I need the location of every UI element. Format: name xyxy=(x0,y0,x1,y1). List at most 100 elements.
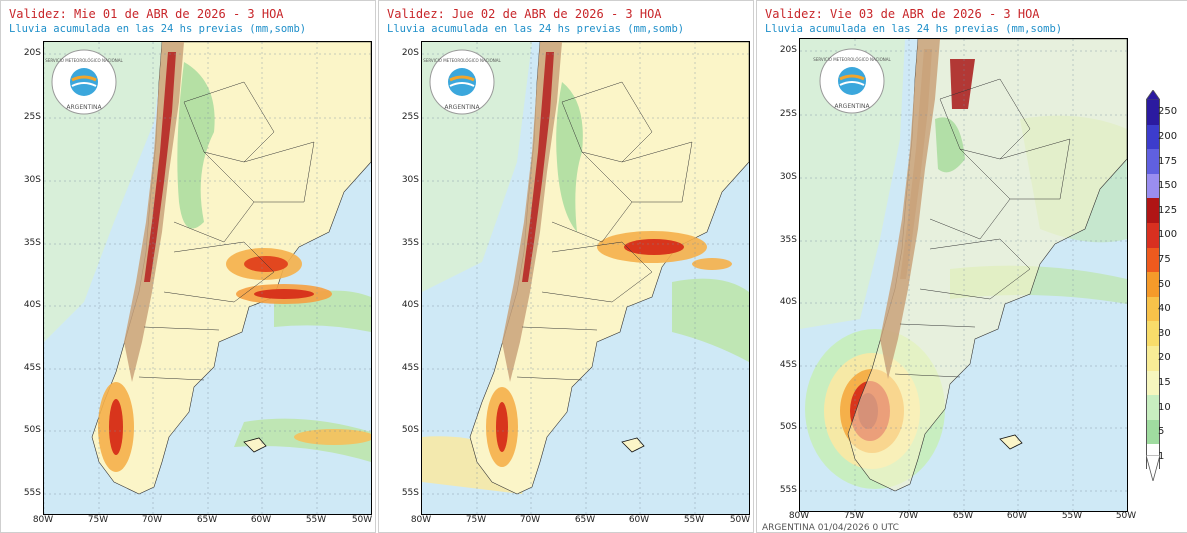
footer-text: ARGENTINA 01/04/2026 0 UTC xyxy=(762,523,899,533)
colorbar-label: 30 xyxy=(1158,327,1171,339)
lon-label: 75W xyxy=(87,515,109,525)
colorbar-segment xyxy=(1146,321,1160,346)
lon-label: 65W xyxy=(574,515,596,525)
precip-map: SERVICIO METEOROLÓGICO NACIONAL ARGENTIN… xyxy=(799,38,1128,512)
panel-title: Validez: Mie 01 de ABR de 2026 - 3 HOA xyxy=(9,7,284,21)
lon-label: 75W xyxy=(465,515,487,525)
colorbar-label: 175 xyxy=(1158,155,1178,167)
lat-label: 55S xyxy=(779,485,797,495)
logo-text-top: SERVICIO METEOROLÓGICO NACIONAL xyxy=(813,57,891,62)
colorbar-label: 125 xyxy=(1158,204,1178,216)
lat-label: 35S xyxy=(23,238,41,248)
colorbar-segment xyxy=(1146,100,1160,125)
colorbar-bottom-arrow xyxy=(1146,455,1160,481)
colorbar-segment xyxy=(1146,198,1160,223)
logo-text-bottom: ARGENTINA xyxy=(66,104,102,111)
lat-label: 20S xyxy=(23,48,41,58)
lon-label: 70W xyxy=(519,515,541,525)
lon-label: 65W xyxy=(952,511,974,521)
smn-logo: SERVICIO METEOROLÓGICO NACIONAL ARGENTIN… xyxy=(813,48,891,114)
colorbar-label: 200 xyxy=(1158,130,1178,142)
colorbar-segment xyxy=(1146,173,1160,199)
colorbar-segment xyxy=(1146,419,1160,445)
lon-label: 60W xyxy=(1006,511,1028,521)
lat-label: 55S xyxy=(23,488,41,498)
lon-label: 50W xyxy=(351,515,373,525)
lon-label: 80W xyxy=(410,515,432,525)
lon-label: 60W xyxy=(628,515,650,525)
lon-label: 55W xyxy=(683,515,705,525)
lon-label: 80W xyxy=(32,515,54,525)
lon-label: 55W xyxy=(305,515,327,525)
lat-label: 25S xyxy=(23,112,41,122)
colorbar-segment xyxy=(1146,247,1160,273)
lat-label: 30S xyxy=(779,172,797,182)
lon-label: 55W xyxy=(1061,511,1083,521)
panel-title: Validez: Vie 03 de ABR de 2026 - 3 HOA xyxy=(765,7,1040,21)
lat-label: 30S xyxy=(23,175,41,185)
colorbar-segment xyxy=(1146,296,1160,322)
colorbar-label: 250 xyxy=(1158,106,1178,118)
colorbar-segment xyxy=(1146,149,1160,174)
panel-subtitle: Lluvia acumulada en las 24 hs previas (m… xyxy=(387,23,685,35)
colorbar-top-arrow xyxy=(1146,90,1160,100)
forecast-panel-3: Validez: Vie 03 de ABR de 2026 - 3 HOA L… xyxy=(756,0,1187,533)
precip-map: SERVICIO METEOROLÓGICO NACIONAL ARGENTIN… xyxy=(421,41,750,515)
lat-label: 20S xyxy=(779,45,797,55)
lat-label: 40S xyxy=(401,300,419,310)
lon-label: 60W xyxy=(250,515,272,525)
colorbar-label: 40 xyxy=(1158,303,1171,315)
colorbar-label: 10 xyxy=(1158,401,1171,413)
colorbar-segment xyxy=(1146,124,1160,150)
colorbar-segment xyxy=(1146,272,1160,297)
colorbar-label: 75 xyxy=(1158,253,1171,265)
lat-label: 50S xyxy=(23,425,41,435)
lat-label: 35S xyxy=(779,235,797,245)
lat-label: 45S xyxy=(401,363,419,373)
map-svg: SERVICIO METEOROLÓGICO NACIONAL ARGENTIN… xyxy=(44,42,371,514)
lon-label: 75W xyxy=(843,511,865,521)
lat-label: 50S xyxy=(401,425,419,435)
lon-label: 70W xyxy=(141,515,163,525)
map-svg: SERVICIO METEOROLÓGICO NACIONAL ARGENTIN… xyxy=(422,42,749,514)
lat-label: 35S xyxy=(401,238,419,248)
lat-label: 20S xyxy=(401,48,419,58)
smn-logo: SERVICIO METEOROLÓGICO NACIONAL ARGENTIN… xyxy=(423,49,501,115)
lon-label: 70W xyxy=(897,511,919,521)
colorbar-segment xyxy=(1146,346,1160,371)
lon-label: 50W xyxy=(1115,511,1137,521)
colorbar-label: 5 xyxy=(1158,426,1165,438)
colorbar-label: 50 xyxy=(1158,278,1171,290)
lat-label: 25S xyxy=(401,112,419,122)
logo-text-top: SERVICIO METEOROLÓGICO NACIONAL xyxy=(45,58,123,63)
colorbar-segment xyxy=(1146,370,1160,396)
logo-text-bottom: ARGENTINA xyxy=(834,103,870,110)
colorbar-label: 20 xyxy=(1158,352,1171,364)
colorbar-label: 1 xyxy=(1158,450,1165,462)
panel-title: Validez: Jue 02 de ABR de 2026 - 3 HOA xyxy=(387,7,662,21)
lon-label: 80W xyxy=(788,511,810,521)
lat-label: 30S xyxy=(401,175,419,185)
forecast-panel-1: Validez: Mie 01 de ABR de 2026 - 3 HOA L… xyxy=(0,0,376,533)
forecast-panel-2: Validez: Jue 02 de ABR de 2026 - 3 HOA L… xyxy=(378,0,754,533)
lon-label: 50W xyxy=(729,515,751,525)
panel-subtitle: Lluvia acumulada en las 24 hs previas (m… xyxy=(765,23,1063,35)
colorbar-segment xyxy=(1146,395,1160,420)
panel-subtitle: Lluvia acumulada en las 24 hs previas (m… xyxy=(9,23,307,35)
lat-label: 45S xyxy=(779,360,797,370)
colorbar-label: 100 xyxy=(1158,229,1178,241)
colorbar-segment xyxy=(1146,223,1160,248)
colorbar-label: 150 xyxy=(1158,180,1178,192)
lat-label: 25S xyxy=(779,109,797,119)
logo-text-top: SERVICIO METEOROLÓGICO NACIONAL xyxy=(423,58,501,63)
colorbar-label: 15 xyxy=(1158,376,1171,388)
lat-label: 40S xyxy=(23,300,41,310)
smn-logo: SERVICIO METEOROLÓGICO NACIONAL ARGENTIN… xyxy=(45,49,123,115)
lon-label: 65W xyxy=(196,515,218,525)
lat-label: 55S xyxy=(401,488,419,498)
precip-map: SERVICIO METEOROLÓGICO NACIONAL ARGENTIN… xyxy=(43,41,372,515)
lat-label: 50S xyxy=(779,422,797,432)
lat-label: 40S xyxy=(779,297,797,307)
lat-label: 45S xyxy=(23,363,41,373)
logo-text-bottom: ARGENTINA xyxy=(444,104,480,111)
